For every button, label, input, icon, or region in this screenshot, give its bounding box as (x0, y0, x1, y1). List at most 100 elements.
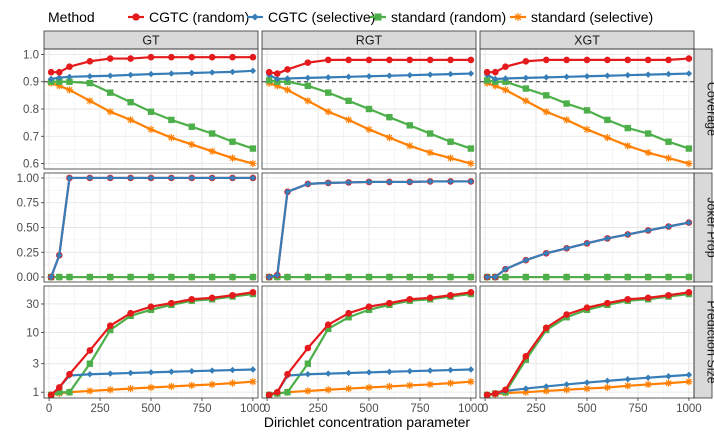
data-point (624, 273, 631, 281)
data-point (66, 78, 73, 85)
series (483, 289, 693, 398)
data-point (685, 70, 693, 77)
data-point (563, 56, 570, 64)
data-point (229, 53, 236, 61)
data-point (563, 381, 570, 388)
data-point (502, 265, 509, 273)
data-point (406, 56, 414, 64)
data-point (447, 138, 454, 145)
series (265, 289, 475, 398)
data-point (168, 53, 175, 61)
data-point (604, 273, 611, 281)
data-point (107, 174, 114, 182)
data-point (167, 382, 175, 391)
series (47, 378, 257, 398)
data-point (644, 130, 652, 137)
data-point (491, 82, 499, 90)
data-point (147, 383, 155, 392)
series (47, 366, 257, 398)
legend-label: CGTC (random) (149, 9, 249, 25)
data-point (583, 379, 591, 386)
data-point (542, 56, 550, 64)
legend-entry: CGTC (selective) (247, 9, 375, 25)
data-point (386, 178, 393, 186)
data-point (604, 72, 611, 79)
series-layer (265, 56, 475, 168)
data-point (543, 250, 550, 257)
y-tick-label: 0.8 (23, 104, 39, 116)
series (265, 79, 475, 168)
data-point (624, 71, 631, 79)
data-point (66, 174, 73, 182)
data-point (249, 289, 257, 296)
data-point (304, 59, 312, 66)
data-point (249, 174, 257, 182)
row-strip: Coverage (693, 48, 714, 170)
data-point (229, 174, 236, 182)
data-point (188, 381, 196, 390)
data-point (502, 63, 509, 71)
data-point (406, 381, 414, 390)
data-point (467, 289, 475, 296)
data-point (147, 53, 155, 61)
data-point (47, 273, 55, 281)
series-layer (483, 219, 693, 281)
data-point (168, 70, 175, 77)
column-strip: XGT (479, 30, 695, 50)
data-point (365, 383, 373, 392)
data-point (107, 273, 114, 281)
series (47, 79, 257, 168)
series (483, 273, 693, 281)
data-point (542, 108, 550, 116)
data-point (624, 382, 632, 390)
data-point (583, 273, 591, 281)
data-point (426, 56, 434, 64)
data-point (324, 321, 332, 328)
x-tick-label: 1000 (458, 403, 484, 415)
data-point (604, 235, 611, 242)
data-point (644, 273, 652, 281)
data-point (604, 299, 611, 307)
data-point (56, 252, 63, 259)
data-point (604, 56, 611, 64)
series (265, 70, 475, 83)
data-point (467, 56, 475, 64)
data-point (56, 273, 63, 281)
data-point (284, 370, 291, 378)
data-point (365, 73, 373, 80)
data-point (543, 74, 550, 81)
series-line (487, 221, 690, 279)
row-strip: Prediction Size (693, 285, 714, 399)
data-point (107, 326, 114, 334)
data-point (229, 366, 236, 374)
y-tick-label: 1 (33, 387, 39, 399)
panel-frame (479, 172, 695, 283)
data-point (147, 108, 155, 115)
data-point (563, 116, 571, 124)
y-tick-label: 0.75 (17, 198, 39, 210)
data-point (284, 75, 291, 82)
data-point (502, 386, 509, 394)
series-layer (265, 178, 475, 281)
data-point (188, 140, 196, 149)
series-line (268, 180, 471, 279)
data-point (365, 56, 373, 64)
series-layer (47, 174, 257, 281)
data-point (583, 125, 591, 134)
data-point (208, 69, 216, 76)
data-point (685, 219, 693, 226)
data-point (406, 295, 414, 303)
data-point (543, 92, 550, 99)
data-point (345, 309, 352, 317)
data-point (147, 70, 155, 78)
series-line (50, 176, 253, 278)
data-point (86, 57, 94, 65)
data-point (304, 360, 312, 367)
series-layer (47, 53, 257, 168)
series-line (268, 180, 471, 279)
series (47, 78, 257, 152)
data-point (86, 347, 94, 354)
data-point (446, 379, 455, 387)
data-point (66, 73, 73, 81)
x-tick-label: 750 (192, 403, 211, 415)
